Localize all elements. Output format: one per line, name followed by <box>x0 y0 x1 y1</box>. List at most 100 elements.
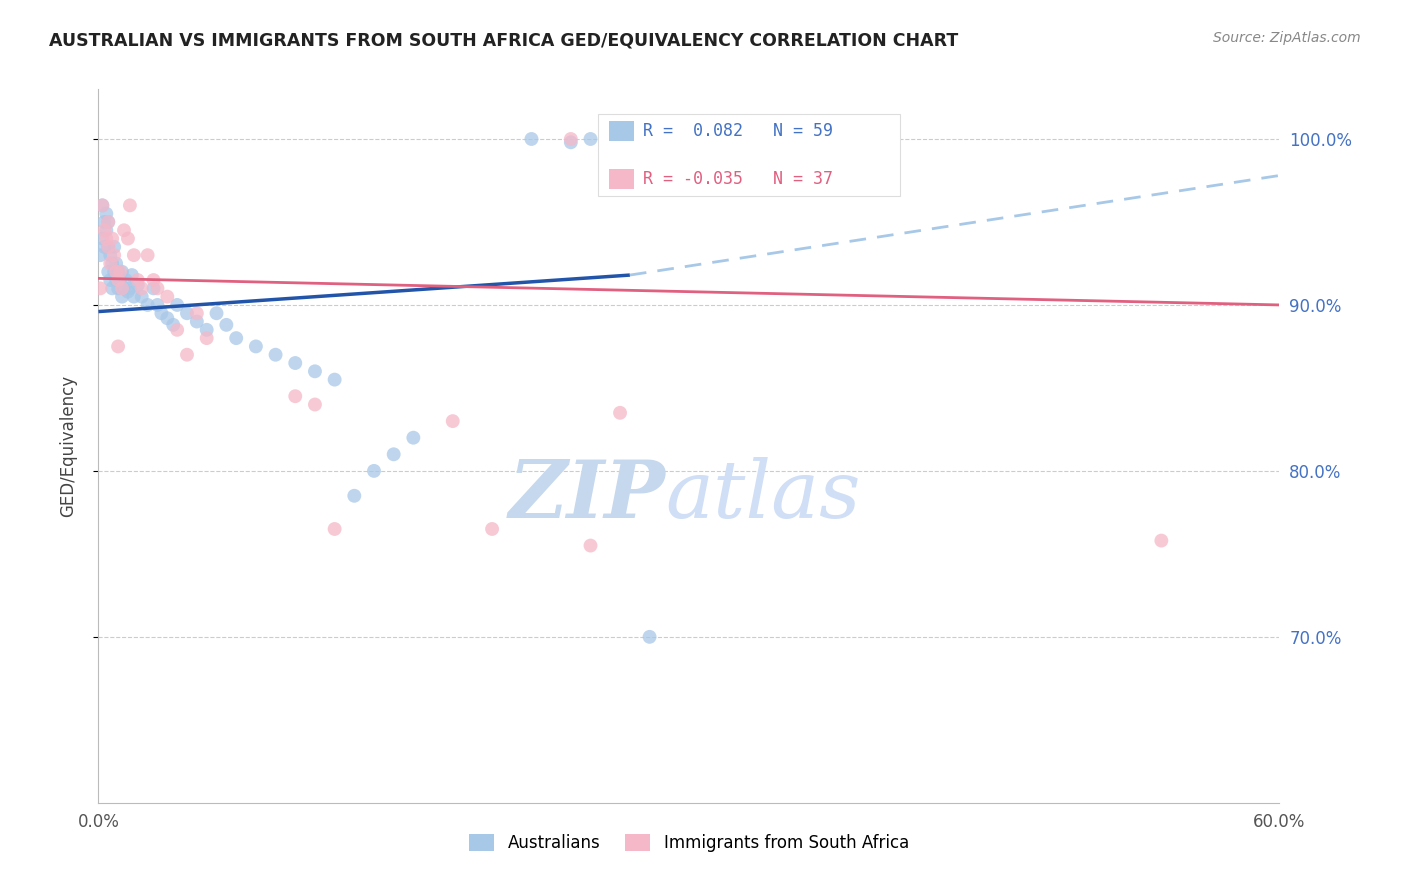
Point <box>131 281 153 295</box>
Point <box>136 248 159 262</box>
Point <box>150 306 173 320</box>
Point <box>304 397 326 411</box>
Point <box>98 273 121 287</box>
Point <box>97 240 120 254</box>
Point <box>111 265 134 279</box>
Point <box>117 285 139 299</box>
Point <box>91 231 114 245</box>
Point <box>97 265 120 279</box>
Point <box>579 539 602 553</box>
Point <box>1150 533 1173 548</box>
Point <box>105 273 128 287</box>
Point <box>108 273 131 287</box>
Point <box>225 331 247 345</box>
Point <box>97 215 120 229</box>
Point <box>89 281 111 295</box>
Point <box>195 331 218 345</box>
Text: R = -0.035   N = 37: R = -0.035 N = 37 <box>643 170 832 188</box>
Point <box>382 447 405 461</box>
Legend: Australians, Immigrants from South Africa: Australians, Immigrants from South Afric… <box>463 827 915 859</box>
Point <box>108 265 131 279</box>
Point <box>107 281 129 295</box>
Point <box>117 231 139 245</box>
Point <box>245 339 267 353</box>
Point <box>101 256 124 270</box>
Point <box>284 389 307 403</box>
Text: AUSTRALIAN VS IMMIGRANTS FROM SOUTH AFRICA GED/EQUIVALENCY CORRELATION CHART: AUSTRALIAN VS IMMIGRANTS FROM SOUTH AFRI… <box>49 31 959 49</box>
Point <box>619 132 641 146</box>
Point <box>127 273 149 287</box>
Point <box>156 290 179 304</box>
Point <box>105 265 128 279</box>
Point <box>122 290 145 304</box>
Point <box>107 339 129 353</box>
Text: ZIP: ZIP <box>509 458 665 534</box>
Point <box>111 281 134 295</box>
Text: Source: ZipAtlas.com: Source: ZipAtlas.com <box>1213 31 1361 45</box>
Point <box>166 323 188 337</box>
Point <box>205 306 228 320</box>
Point <box>103 248 125 262</box>
Point <box>131 290 153 304</box>
Point <box>146 298 169 312</box>
Point <box>579 132 602 146</box>
Point <box>609 406 631 420</box>
Point <box>284 356 307 370</box>
Point <box>215 318 238 332</box>
Point <box>96 207 118 221</box>
Point <box>599 136 621 150</box>
Point <box>146 281 169 295</box>
Point <box>93 240 115 254</box>
Point <box>195 323 218 337</box>
Point <box>638 630 661 644</box>
Point <box>162 318 184 332</box>
Point <box>97 240 120 254</box>
Point <box>105 256 128 270</box>
Point <box>264 348 287 362</box>
Point <box>98 248 121 262</box>
Point <box>186 314 208 328</box>
Point <box>560 136 582 150</box>
Text: R =  0.082   N = 59: R = 0.082 N = 59 <box>643 122 832 140</box>
Point <box>103 240 125 254</box>
Point <box>176 306 198 320</box>
Point <box>560 132 582 146</box>
Point <box>118 281 141 295</box>
Point <box>121 268 143 282</box>
Point <box>441 414 464 428</box>
Point <box>112 281 135 295</box>
Point <box>89 248 111 262</box>
Point <box>93 223 115 237</box>
Point <box>166 298 188 312</box>
Point <box>136 298 159 312</box>
Point <box>97 215 120 229</box>
Point <box>101 231 124 245</box>
Point <box>343 489 366 503</box>
Point <box>115 273 138 287</box>
Point <box>91 198 114 212</box>
Point <box>304 364 326 378</box>
Point <box>101 281 124 295</box>
Point <box>107 273 129 287</box>
Point <box>107 265 129 279</box>
Point <box>323 373 346 387</box>
Point <box>91 198 114 212</box>
Point <box>96 223 118 237</box>
Point <box>176 348 198 362</box>
Point <box>520 132 543 146</box>
Point <box>98 256 121 270</box>
Point <box>402 431 425 445</box>
Y-axis label: GED/Equivalency: GED/Equivalency <box>59 375 77 517</box>
Point <box>481 522 503 536</box>
Point <box>156 311 179 326</box>
Text: atlas: atlas <box>665 458 860 534</box>
Point <box>363 464 385 478</box>
Point <box>96 231 118 245</box>
Point <box>186 306 208 320</box>
Point <box>142 281 165 295</box>
Point <box>122 248 145 262</box>
Point <box>111 290 134 304</box>
Point <box>103 265 125 279</box>
Point <box>112 223 135 237</box>
Point <box>127 278 149 293</box>
